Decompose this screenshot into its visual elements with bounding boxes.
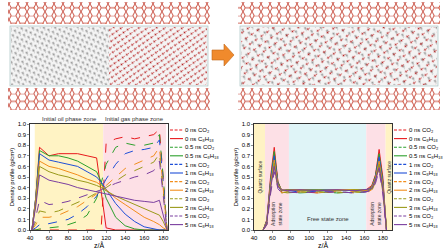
svg-text:140: 140 — [341, 235, 352, 241]
svg-text:Free state zone: Free state zone — [307, 216, 349, 222]
svg-text:0 ns CO₂: 0 ns CO₂ — [409, 127, 434, 133]
svg-text:160: 160 — [139, 235, 150, 241]
svg-text:Adsorptionstate zone: Adsorptionstate zone — [270, 202, 283, 226]
svg-text:100: 100 — [304, 235, 315, 241]
svg-text:1.0: 1.0 — [242, 121, 251, 127]
svg-text:z/Å: z/Å — [318, 241, 328, 249]
svg-text:1 ns C₈H₁₈: 1 ns C₈H₁₈ — [185, 170, 214, 176]
svg-text:0.3: 0.3 — [18, 195, 27, 201]
svg-text:0.5: 0.5 — [242, 174, 251, 180]
svg-text:z/Å: z/Å — [94, 241, 104, 249]
svg-text:3 ns CO₂: 3 ns CO₂ — [185, 196, 210, 202]
svg-text:40: 40 — [251, 235, 258, 241]
svg-text:180: 180 — [158, 235, 169, 241]
svg-text:60: 60 — [46, 235, 53, 241]
svg-text:0.3: 0.3 — [242, 195, 251, 201]
svg-text:Initial gas phase zone: Initial gas phase zone — [105, 116, 164, 122]
svg-text:Density profile (g/cm³): Density profile (g/cm³) — [9, 148, 15, 207]
svg-text:100: 100 — [82, 235, 93, 241]
svg-text:0.4: 0.4 — [242, 185, 251, 191]
svg-text:Adsorptionstate zone: Adsorptionstate zone — [369, 202, 382, 226]
svg-text:0.5 ns C₈H₁₈: 0.5 ns C₈H₁₈ — [409, 153, 443, 159]
svg-text:160: 160 — [359, 235, 370, 241]
svg-text:60: 60 — [269, 235, 276, 241]
svg-text:5 ns C₈H₁₈: 5 ns C₈H₁₈ — [409, 222, 438, 228]
svg-text:1 ns C₈H₁₈: 1 ns C₈H₁₈ — [409, 170, 438, 176]
svg-text:0.1: 0.1 — [18, 217, 27, 223]
svg-text:0.5 ns CO₂: 0.5 ns CO₂ — [185, 144, 215, 150]
svg-text:5 ns C₈H₁₈: 5 ns C₈H₁₈ — [185, 222, 214, 228]
svg-text:0.8: 0.8 — [242, 142, 251, 148]
svg-text:0.2: 0.2 — [242, 206, 251, 212]
svg-text:2 ns CO₂: 2 ns CO₂ — [185, 179, 210, 185]
svg-text:0.5 ns C₈H₁₈: 0.5 ns C₈H₁₈ — [185, 153, 219, 159]
svg-text:5 ns CO₂: 5 ns CO₂ — [409, 213, 434, 219]
svg-text:120: 120 — [323, 235, 334, 241]
svg-text:Quartz surface: Quartz surface — [257, 161, 263, 194]
svg-text:0.7: 0.7 — [18, 153, 27, 159]
svg-text:0.2: 0.2 — [18, 206, 27, 212]
svg-text:3 ns C₈H₁₈: 3 ns C₈H₁₈ — [409, 205, 438, 211]
svg-text:1 ns CO₂: 1 ns CO₂ — [185, 162, 210, 168]
svg-text:0.9: 0.9 — [242, 132, 251, 138]
svg-text:180: 180 — [378, 235, 389, 241]
svg-text:80: 80 — [65, 235, 72, 241]
svg-text:0.5: 0.5 — [18, 174, 27, 180]
svg-text:0.6: 0.6 — [18, 164, 27, 170]
svg-text:0.7: 0.7 — [242, 153, 251, 159]
svg-text:2 ns C₈H₁₈: 2 ns C₈H₁₈ — [409, 187, 438, 193]
svg-text:1.0: 1.0 — [18, 121, 27, 127]
svg-text:5 ns CO₂: 5 ns CO₂ — [185, 213, 210, 219]
svg-text:Initial oil phase zone: Initial oil phase zone — [42, 116, 97, 122]
svg-text:0.1: 0.1 — [242, 217, 251, 223]
svg-text:Density profile (g/cm³): Density profile (g/cm³) — [233, 148, 239, 207]
svg-text:0.6: 0.6 — [242, 164, 251, 170]
svg-text:3 ns CO₂: 3 ns CO₂ — [409, 196, 434, 202]
svg-text:0.0: 0.0 — [242, 227, 251, 233]
svg-text:0 ns C₈H₁₈: 0 ns C₈H₁₈ — [185, 136, 214, 142]
svg-text:0.5 ns CO₂: 0.5 ns CO₂ — [409, 144, 439, 150]
svg-text:140: 140 — [120, 235, 131, 241]
svg-text:0 ns C₈H₁₈: 0 ns C₈H₁₈ — [409, 136, 438, 142]
svg-text:0.9: 0.9 — [18, 132, 27, 138]
svg-text:Quartz surface: Quartz surface — [386, 161, 392, 194]
svg-text:40: 40 — [27, 235, 34, 241]
svg-text:0 ns CO₂: 0 ns CO₂ — [185, 127, 210, 133]
svg-text:80: 80 — [287, 235, 294, 241]
svg-text:0.4: 0.4 — [18, 185, 27, 191]
svg-text:0.8: 0.8 — [18, 142, 27, 148]
svg-text:3 ns C₈H₁₈: 3 ns C₈H₁₈ — [185, 205, 214, 211]
svg-text:1 ns CO₂: 1 ns CO₂ — [409, 162, 434, 168]
svg-text:0.0: 0.0 — [18, 227, 27, 233]
svg-text:2 ns CO₂: 2 ns CO₂ — [409, 179, 434, 185]
svg-text:2 ns C₈H₁₈: 2 ns C₈H₁₈ — [185, 187, 214, 193]
svg-text:120: 120 — [101, 235, 112, 241]
